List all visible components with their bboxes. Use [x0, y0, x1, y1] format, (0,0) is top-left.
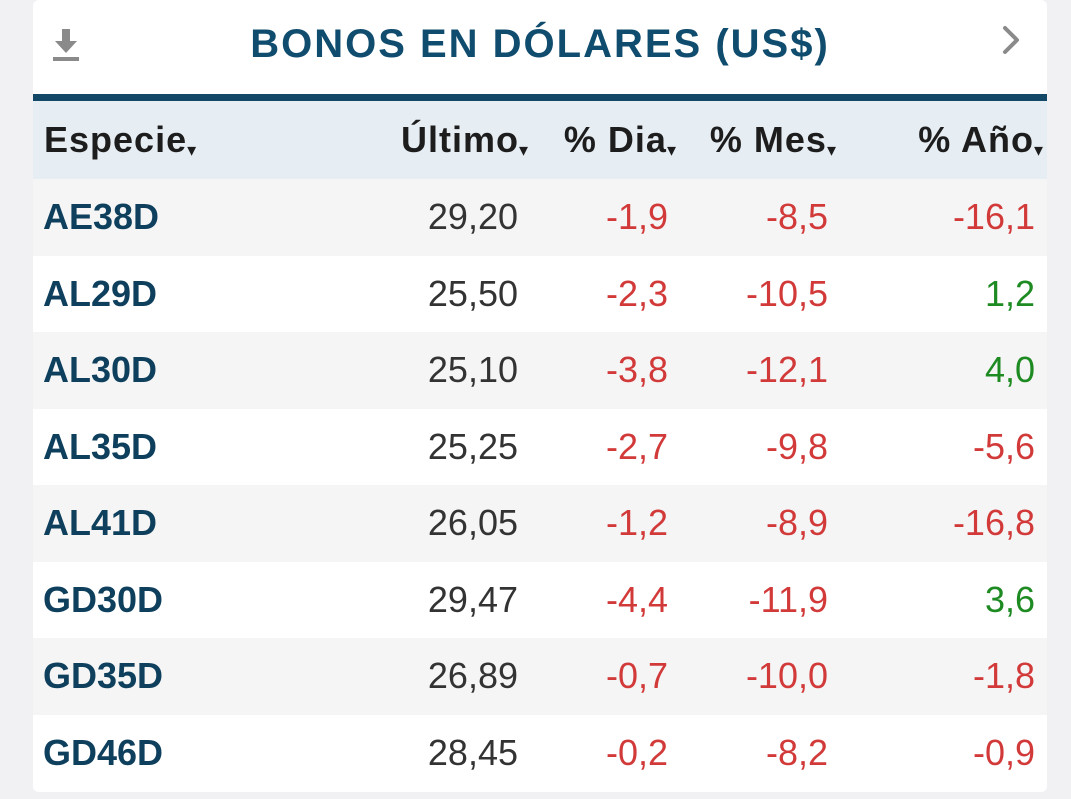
ultimo-cell: 28,45: [427, 731, 518, 773]
bonds-table: Especie▾ Último▾ % Dia▾ % Mes▾ % Año▾ AE…: [33, 101, 1047, 791]
mes-cell: -11,9: [748, 578, 828, 620]
mes-cell: -8,5: [765, 196, 828, 238]
header-divider: [33, 94, 1047, 101]
table-row[interactable]: AE38D 29,20 -1,9 -8,5 -16,1: [33, 179, 1047, 256]
anio-cell: -16,1: [952, 196, 1035, 238]
mes-cell: -8,2: [765, 731, 828, 773]
sort-arrow-icon: ▾: [666, 140, 676, 160]
sort-arrow-icon: ▾: [187, 140, 197, 160]
bonds-card: BONOS EN DÓLARES (US$) Especie▾ Último▾ …: [33, 0, 1047, 792]
column-header-label: % Dia: [563, 119, 667, 160]
especie-cell[interactable]: GD35D: [43, 655, 164, 697]
ultimo-cell: 25,10: [427, 349, 518, 391]
dia-cell: -0,2: [605, 731, 668, 773]
mes-cell: -9,8: [765, 425, 828, 467]
anio-cell: 4,0: [984, 349, 1035, 391]
column-header-label: Especie: [44, 119, 188, 160]
page-title: BONOS EN DÓLARES (US$): [250, 22, 830, 66]
column-header-label: % Año: [918, 119, 1034, 160]
sort-arrow-icon: ▾: [1033, 140, 1043, 160]
anio-cell: -1,8: [972, 655, 1035, 697]
mes-cell: -10,0: [745, 655, 828, 697]
ultimo-cell: 29,20: [427, 196, 518, 238]
anio-cell: -0,9: [972, 731, 1035, 773]
column-header-label: % Mes: [709, 119, 827, 160]
card-header: BONOS EN DÓLARES (US$): [33, 0, 1047, 94]
column-header-anio[interactable]: % Año▾: [840, 101, 1047, 179]
dia-cell: -2,7: [605, 425, 668, 467]
table-row[interactable]: GD30D 29,47 -4,4 -11,9 3,6: [33, 561, 1047, 638]
dia-cell: -4,4: [605, 578, 668, 620]
anio-cell: 1,2: [984, 272, 1035, 314]
especie-cell[interactable]: AL29D: [43, 272, 158, 314]
table-row[interactable]: GD35D 26,89 -0,7 -10,0 -1,8: [33, 638, 1047, 715]
dia-cell: -2,3: [605, 272, 668, 314]
table-row[interactable]: AL35D 25,25 -2,7 -9,8 -5,6: [33, 408, 1047, 485]
ultimo-cell: 25,50: [427, 272, 518, 314]
column-header-especie[interactable]: Especie▾: [33, 101, 374, 179]
sort-arrow-icon: ▾: [826, 140, 836, 160]
anio-cell: 3,6: [984, 578, 1035, 620]
anio-cell: -5,6: [972, 425, 1035, 467]
especie-cell[interactable]: AE38D: [43, 196, 160, 238]
column-header-label: Último: [400, 119, 519, 160]
download-icon[interactable]: [51, 27, 81, 63]
ultimo-cell: 26,89: [427, 655, 518, 697]
ultimo-cell: 25,25: [427, 425, 518, 467]
ultimo-cell: 29,47: [427, 578, 518, 620]
column-header-mes[interactable]: % Mes▾: [680, 101, 840, 179]
especie-cell[interactable]: GD30D: [43, 578, 164, 620]
especie-cell[interactable]: AL30D: [43, 349, 158, 391]
ultimo-cell: 26,05: [427, 502, 518, 544]
chevron-right-icon[interactable]: [999, 22, 1023, 58]
mes-cell: -8,9: [765, 502, 828, 544]
mes-cell: -12,1: [745, 349, 828, 391]
anio-cell: -16,8: [952, 502, 1035, 544]
table-row[interactable]: AL29D 25,50 -2,3 -10,5 1,2: [33, 255, 1047, 332]
dia-cell: -1,2: [605, 502, 668, 544]
mes-cell: -10,5: [745, 272, 828, 314]
column-header-ultimo[interactable]: Último▾: [374, 101, 532, 179]
table-row[interactable]: GD46D 28,45 -0,2 -8,2 -0,9: [33, 714, 1047, 791]
table-header-row: Especie▾ Último▾ % Dia▾ % Mes▾ % Año▾: [33, 101, 1047, 179]
table-row[interactable]: AL30D 25,10 -3,8 -12,1 4,0: [33, 332, 1047, 409]
table-row[interactable]: AL41D 26,05 -1,2 -8,9 -16,8: [33, 485, 1047, 562]
column-header-dia[interactable]: % Dia▾: [532, 101, 680, 179]
dia-cell: -0,7: [605, 655, 668, 697]
dia-cell: -1,9: [605, 196, 668, 238]
especie-cell[interactable]: AL35D: [43, 425, 158, 467]
especie-cell[interactable]: AL41D: [43, 502, 158, 544]
dia-cell: -3,8: [605, 349, 668, 391]
especie-cell[interactable]: GD46D: [43, 731, 164, 773]
sort-arrow-icon: ▾: [518, 140, 528, 160]
